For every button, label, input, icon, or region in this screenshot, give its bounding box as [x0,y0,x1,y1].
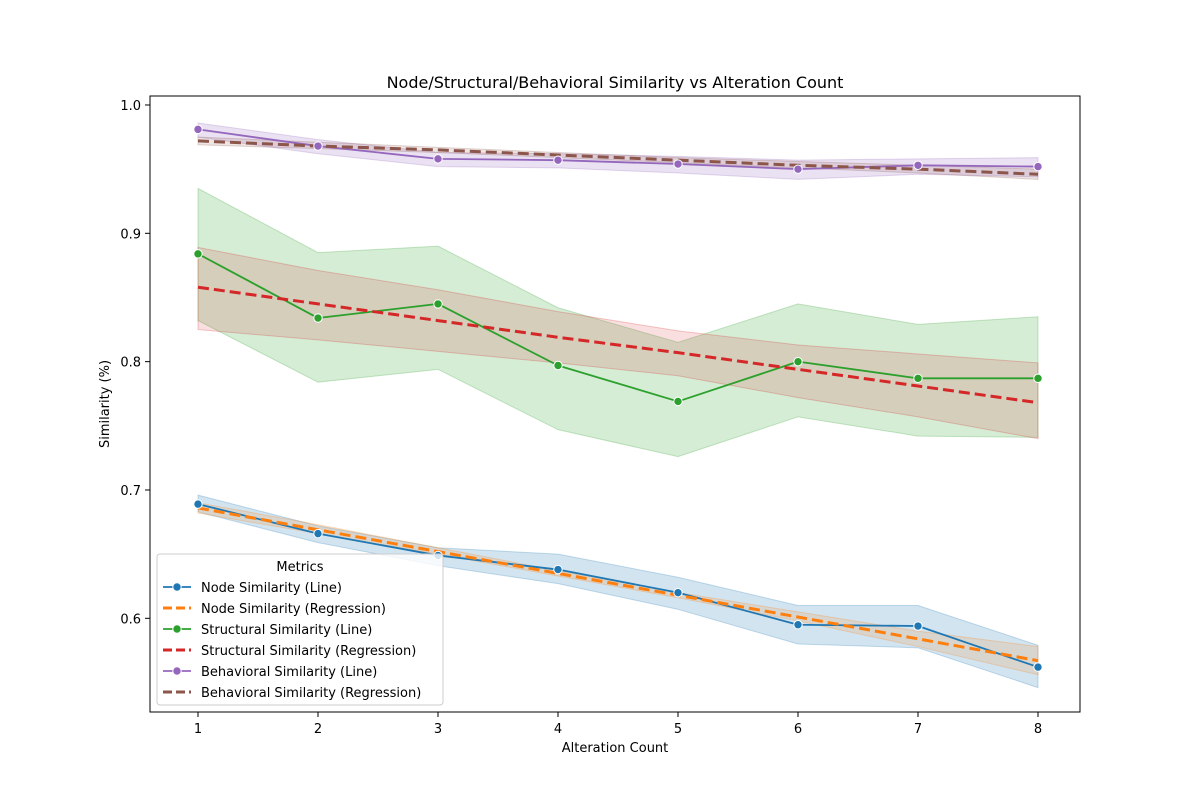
behavioral-similarity-line-marker [913,160,923,171]
legend-label-behavioral-similarity-line: Behavioral Similarity (Line) [201,665,377,680]
legend-marker-structural-similarity-line [172,624,182,634]
series-lines [197,128,1039,668]
structural-similarity-line-line [197,253,1038,403]
structural-similarity-line-confidence-band [197,187,1039,458]
legend-title: Metrics [276,560,323,575]
behavioral-similarity-line-marker [793,164,803,174]
structural-similarity-line-marker [313,313,323,323]
structural-similarity-line-marker [1033,373,1043,384]
behavioral-similarity-line-marker [313,141,323,151]
node-similarity-line-marker [793,620,803,630]
x-tick-label: 8 [1034,722,1042,737]
node-similarity-line-marker [553,564,563,575]
behavioral-similarity-line-marker [433,154,443,164]
structural-similarity-line-marker [673,396,683,407]
y-axis: 0.6 0.7 0.8 0.9 1.0 [120,99,150,627]
y-axis-title: Similarity (%) [98,360,113,448]
behavioral-similarity-line-marker [193,124,203,135]
legend-label-behavioral-similarity-regression: Behavioral Similarity (Regression) [201,686,421,701]
x-tick-label: 3 [434,722,442,737]
behavioral-similarity-regression-line [197,139,1039,176]
behavioral-similarity-line-line [197,128,1039,171]
node-similarity-line-marker [673,587,683,598]
structural-similarity-line-marker [913,373,923,384]
structural-similarity-line-marker [553,360,563,371]
legend-label-structural-similarity-line: Structural Similarity (Line) [201,623,372,638]
structural-similarity-line-marker [193,249,203,259]
legend-label-node-similarity-regression: Node Similarity (Regression) [201,602,386,617]
legend-label-node-similarity-line: Node Similarity (Line) [201,581,342,596]
behavioral-similarity-line-marker [553,155,563,165]
y-tick-label: 1.0 [120,99,141,114]
structural-similarity-line-marker [793,356,803,367]
plot-area-frame [149,95,1081,713]
node-similarity-line-line [197,503,1039,668]
behavioral-similarity-line-marker [1033,161,1043,172]
x-tick-label: 4 [554,722,562,737]
node-similarity-regression-line [197,506,1039,663]
node-similarity-line-marker [193,499,203,509]
legend: Metrics Node Similarity (Line) Node Simil… [156,553,444,706]
structural-similarity-line-marker [433,299,443,309]
structural-similarity-regression-line [197,285,1039,405]
legend-label-structural-similarity-regression: Structural Similarity (Regression) [201,644,416,659]
y-tick-label: 0.9 [120,227,141,242]
x-axis: 1 2 3 4 5 6 7 8 [194,712,1042,737]
node-similarity-line-marker [313,528,323,539]
y-tick-label: 0.8 [120,356,141,371]
y-tick-label: 0.6 [120,612,141,627]
x-tick-label: 5 [674,722,682,737]
x-tick-label: 6 [794,722,802,737]
series-markers [193,124,1043,672]
x-tick-label: 2 [314,722,322,737]
x-tick-label: 1 [194,722,202,737]
structural-similarity-regression-confidence-band [197,246,1039,440]
chart-title: Node/Structural/Behavioral Similarity vs… [387,73,844,92]
y-tick-label: 0.7 [120,484,141,499]
node-similarity-line-marker [1033,662,1043,672]
legend-box [156,553,444,706]
x-axis-title: Alteration Count [562,741,669,756]
node-similarity-line-marker [913,621,923,631]
legend-marker-behavioral-similarity-line [172,666,182,676]
behavioral-similarity-line-marker [673,159,683,169]
x-tick-label: 7 [914,722,922,737]
legend-marker-node-similarity-line [172,582,182,592]
